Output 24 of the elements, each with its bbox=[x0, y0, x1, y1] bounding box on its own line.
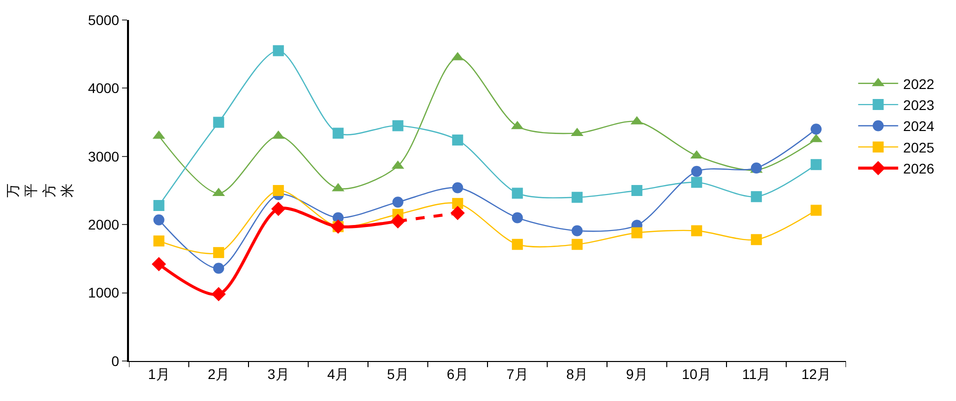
x-tick-label: 6月 bbox=[446, 366, 469, 382]
x-tick-label: 5月 bbox=[386, 366, 409, 382]
x-tick-label: 8月 bbox=[566, 366, 588, 382]
legend-label: 2023 bbox=[903, 97, 935, 113]
x-tick-label: 1月 bbox=[148, 366, 170, 382]
legend-label: 2024 bbox=[903, 118, 935, 134]
x-tick-label: 4月 bbox=[327, 366, 350, 382]
x-tick-label: 11月 bbox=[742, 366, 771, 382]
y-tick-label: 4000 bbox=[88, 80, 120, 96]
x-tick-label: 12月 bbox=[801, 366, 831, 382]
x-tick-label: 9月 bbox=[626, 366, 648, 382]
y-axis-title: 万平方米 bbox=[4, 184, 76, 198]
y-tick-label: 5000 bbox=[88, 12, 120, 28]
y-tick-label: 2000 bbox=[88, 216, 120, 232]
legend-label: 2026 bbox=[903, 160, 935, 177]
y-tick-label: 0 bbox=[111, 352, 120, 369]
y-tick-label: 1000 bbox=[88, 284, 120, 301]
x-tick-label: 3月 bbox=[267, 366, 290, 382]
x-tick-label: 2月 bbox=[208, 366, 230, 382]
y-tick-label: 3000 bbox=[88, 148, 120, 164]
legend-label: 2025 bbox=[903, 139, 935, 156]
x-tick-label: 7月 bbox=[506, 366, 528, 382]
legend-label: 2022 bbox=[903, 76, 935, 92]
x-tick-label: 10月 bbox=[682, 366, 712, 382]
